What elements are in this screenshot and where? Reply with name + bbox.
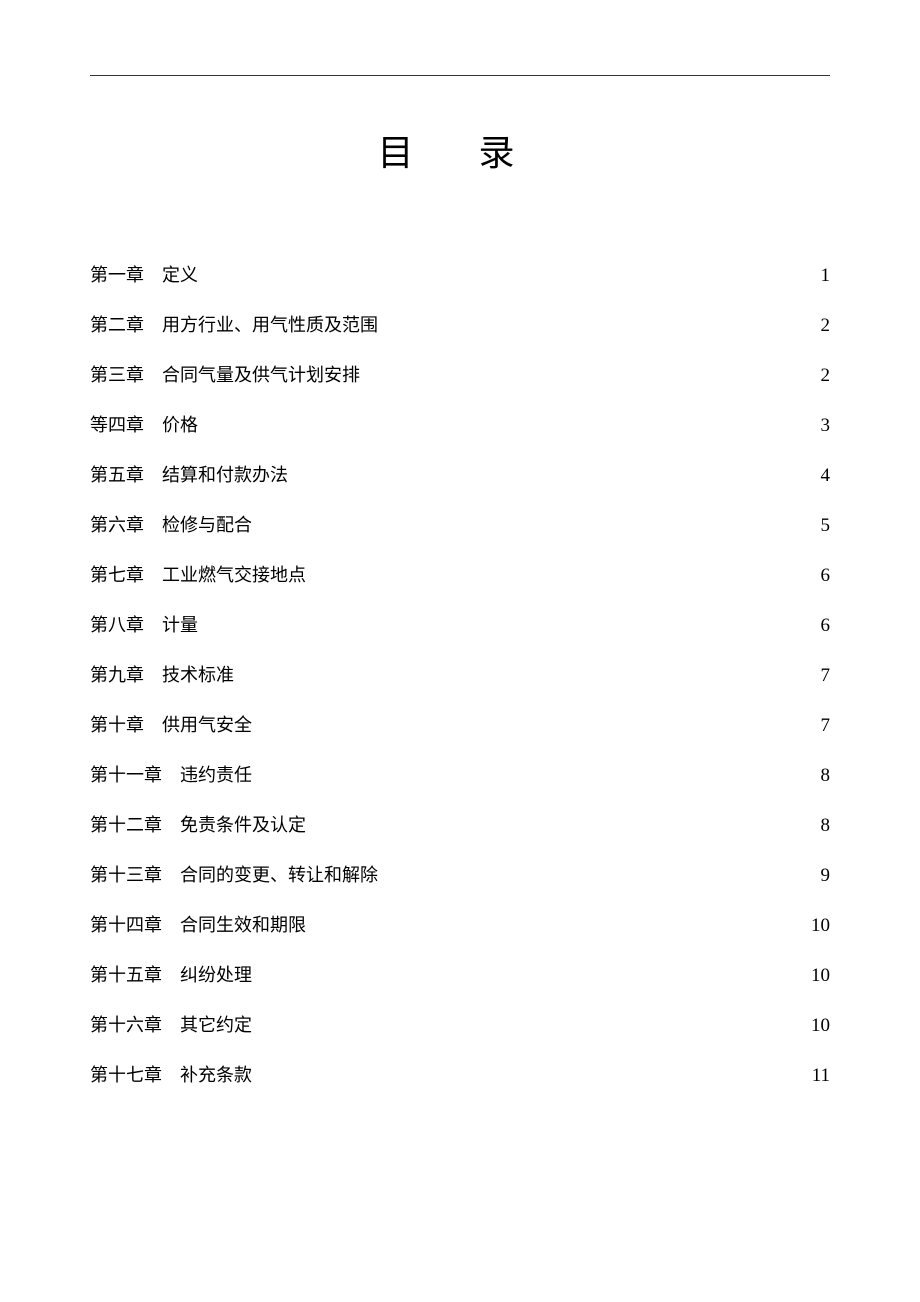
toc-entry-left: 第六章 检修与配合 [90,511,252,537]
toc-entry: 第十二章 免责条件及认定 8 [90,811,830,837]
chapter-title: 合同气量及供气计划安排 [162,361,360,387]
chapter-title: 技术标准 [162,661,234,687]
page-number: 10 [811,915,830,937]
toc-entry: 第一章 定义 1 [90,261,830,287]
chapter-title: 用方行业、用气性质及范围 [162,311,378,337]
toc-entry: 第八章 计量 6 [90,611,830,637]
document-page: 目 录 第一章 定义 1 第二章 用方行业、用气性质及范围 2 第三章 合同气量… [0,0,920,1087]
chapter-title: 供用气安全 [162,711,252,737]
page-number: 8 [821,815,831,837]
page-number: 10 [811,1015,830,1037]
toc-entry-left: 第一章 定义 [90,261,198,287]
toc-entry-left: 第十七章 补充条款 [90,1061,252,1087]
toc-entry: 第七章 工业燃气交接地点 6 [90,561,830,587]
toc-entry: 等四章 价格 3 [90,411,830,437]
page-number: 6 [821,615,831,637]
page-number: 5 [821,515,831,537]
chapter-title: 补充条款 [180,1061,252,1087]
chapter-label: 第十六章 [90,1011,162,1037]
toc-entry-left: 第十一章 违约责任 [90,761,252,787]
toc-entry: 第十章 供用气安全 7 [90,711,830,737]
page-number: 8 [821,765,831,787]
chapter-label: 第九章 [90,661,144,687]
chapter-title: 检修与配合 [162,511,252,537]
toc-entry-left: 第五章 结算和付款办法 [90,461,288,487]
chapter-title: 免责条件及认定 [180,811,306,837]
page-number: 6 [821,565,831,587]
toc-entry: 第九章 技术标准 7 [90,661,830,687]
chapter-title: 工业燃气交接地点 [162,561,306,587]
page-title: 目 录 [90,124,830,176]
toc-entry-left: 第三章 合同气量及供气计划安排 [90,361,360,387]
chapter-label: 第七章 [90,561,144,587]
chapter-title: 合同的变更、转让和解除 [180,861,378,887]
toc-entry: 第二章 用方行业、用气性质及范围 2 [90,311,830,337]
page-number: 11 [812,1065,830,1087]
chapter-title: 违约责任 [180,761,252,787]
chapter-title: 定义 [162,261,198,287]
toc-entry-left: 第十章 供用气安全 [90,711,252,737]
chapter-label: 第六章 [90,511,144,537]
toc-entry-left: 第十二章 免责条件及认定 [90,811,306,837]
chapter-title: 计量 [162,611,198,637]
toc-entry-left: 第九章 技术标准 [90,661,234,687]
header-rule-line [90,75,830,76]
toc-entry: 第三章 合同气量及供气计划安排 2 [90,361,830,387]
toc-entry-left: 第十四章 合同生效和期限 [90,911,306,937]
toc-entry-left: 第八章 计量 [90,611,198,637]
page-number: 1 [821,265,831,287]
toc-entry-left: 等四章 价格 [90,411,198,437]
page-number: 10 [811,965,830,987]
chapter-label: 第五章 [90,461,144,487]
page-number: 4 [821,465,831,487]
page-number: 9 [821,865,831,887]
chapter-label: 第八章 [90,611,144,637]
chapter-label: 第二章 [90,311,144,337]
chapter-label: 第十二章 [90,811,162,837]
toc-entry: 第五章 结算和付款办法 4 [90,461,830,487]
chapter-label: 第一章 [90,261,144,287]
page-number: 2 [821,315,831,337]
page-number: 7 [821,665,831,687]
chapter-label: 第三章 [90,361,144,387]
toc-entry-left: 第七章 工业燃气交接地点 [90,561,306,587]
toc-list: 第一章 定义 1 第二章 用方行业、用气性质及范围 2 第三章 合同气量及供气计… [90,261,830,1087]
chapter-title: 纠纷处理 [180,961,252,987]
chapter-title: 合同生效和期限 [180,911,306,937]
chapter-title: 价格 [162,411,198,437]
toc-entry: 第十一章 违约责任 8 [90,761,830,787]
toc-entry-left: 第十三章 合同的变更、转让和解除 [90,861,378,887]
chapter-label: 第十五章 [90,961,162,987]
chapter-label: 第十三章 [90,861,162,887]
toc-entry: 第十六章 其它约定 10 [90,1011,830,1037]
toc-entry-left: 第十六章 其它约定 [90,1011,252,1037]
page-number: 3 [821,415,831,437]
page-number: 2 [821,365,831,387]
page-number: 7 [821,715,831,737]
toc-entry: 第十四章 合同生效和期限 10 [90,911,830,937]
chapter-title: 结算和付款办法 [162,461,288,487]
chapter-label: 第十一章 [90,761,162,787]
toc-entry-left: 第二章 用方行业、用气性质及范围 [90,311,378,337]
chapter-label: 第十四章 [90,911,162,937]
chapter-label: 第十章 [90,711,144,737]
toc-entry: 第十七章 补充条款 11 [90,1061,830,1087]
chapter-label: 第十七章 [90,1061,162,1087]
toc-entry-left: 第十五章 纠纷处理 [90,961,252,987]
chapter-label: 等四章 [90,411,144,437]
toc-entry: 第六章 检修与配合 5 [90,511,830,537]
chapter-title: 其它约定 [180,1011,252,1037]
toc-entry: 第十五章 纠纷处理 10 [90,961,830,987]
toc-entry: 第十三章 合同的变更、转让和解除 9 [90,861,830,887]
